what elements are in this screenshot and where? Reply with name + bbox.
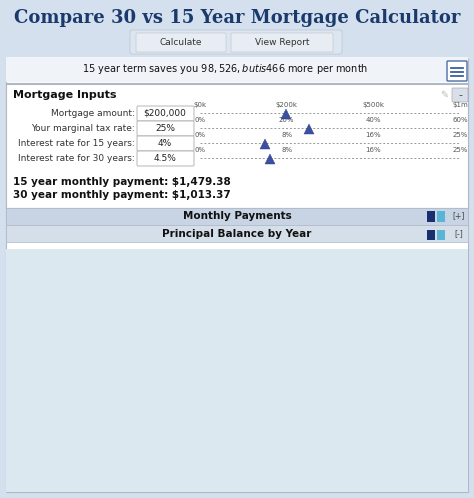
Text: 8%: 8% — [281, 147, 292, 153]
FancyBboxPatch shape — [137, 151, 194, 166]
Text: 25%: 25% — [155, 124, 175, 132]
Legend: 15 Year, 30 Year: 15 Year, 30 Year — [324, 257, 385, 287]
FancyBboxPatch shape — [447, 61, 467, 81]
Bar — [437, 211, 445, 222]
Text: Compare 30 vs 15 Year Mortgage Calculator: Compare 30 vs 15 Year Mortgage Calculato… — [14, 9, 460, 27]
Text: $200k: $200k — [276, 102, 298, 108]
FancyBboxPatch shape — [231, 33, 333, 52]
Bar — [6, 59, 468, 492]
Text: 40%: 40% — [365, 117, 381, 123]
Text: 16%: 16% — [365, 132, 381, 138]
FancyBboxPatch shape — [137, 121, 194, 136]
Text: Interest rate for 30 years:: Interest rate for 30 years: — [18, 153, 135, 162]
Y-axis label: Thousands of Dollars: Thousands of Dollars — [40, 313, 49, 408]
Bar — [437, 230, 445, 240]
Text: Principal Balance by Year: Principal Balance by Year — [162, 229, 312, 239]
Text: $500k: $500k — [362, 102, 384, 108]
Text: 8%: 8% — [281, 132, 292, 138]
Text: Monthly Payments: Monthly Payments — [182, 211, 292, 221]
Bar — [6, 57, 468, 82]
FancyBboxPatch shape — [130, 30, 342, 54]
Text: $1m: $1m — [452, 102, 468, 108]
Bar — [6, 249, 468, 492]
FancyBboxPatch shape — [137, 136, 194, 151]
Bar — [427, 230, 435, 240]
Text: [-]: [-] — [455, 230, 464, 239]
FancyBboxPatch shape — [136, 33, 226, 52]
Text: Interest rate for 15 years:: Interest rate for 15 years: — [18, 138, 135, 147]
Text: View Report: View Report — [255, 37, 309, 46]
Bar — [6, 84, 468, 208]
X-axis label: Year Number: Year Number — [197, 484, 268, 494]
Text: 15 year monthly payment: $1,479.38: 15 year monthly payment: $1,479.38 — [13, 177, 231, 187]
Text: 20%: 20% — [279, 117, 294, 123]
Text: 60%: 60% — [452, 117, 468, 123]
Text: 25%: 25% — [452, 147, 468, 153]
Text: Mortgage amount:: Mortgage amount: — [51, 109, 135, 118]
FancyBboxPatch shape — [137, 106, 194, 121]
Text: $200,000: $200,000 — [144, 109, 186, 118]
Bar — [427, 211, 435, 222]
Bar — [6, 225, 468, 242]
Text: ✎: ✎ — [440, 90, 448, 100]
Text: 30 year monthly payment: $1,013.37: 30 year monthly payment: $1,013.37 — [13, 190, 231, 200]
FancyBboxPatch shape — [452, 88, 468, 102]
Text: 0%: 0% — [194, 132, 206, 138]
Text: 4.5%: 4.5% — [154, 153, 176, 162]
Text: Your marginal tax rate:: Your marginal tax rate: — [31, 124, 135, 132]
Text: 0%: 0% — [194, 117, 206, 123]
Text: [+]: [+] — [453, 212, 465, 221]
Text: 4%: 4% — [158, 138, 172, 147]
Text: Calculate: Calculate — [160, 37, 202, 46]
Text: Mortgage Inputs: Mortgage Inputs — [13, 90, 117, 100]
Text: 16%: 16% — [365, 147, 381, 153]
Text: 15 year term saves you $98,526, but is $466 more per month: 15 year term saves you $98,526, but is $… — [82, 62, 368, 76]
Text: 0%: 0% — [194, 147, 206, 153]
Bar — [6, 208, 468, 225]
Text: 25%: 25% — [452, 132, 468, 138]
Text: $0k: $0k — [193, 102, 207, 108]
Text: -: - — [458, 90, 462, 100]
